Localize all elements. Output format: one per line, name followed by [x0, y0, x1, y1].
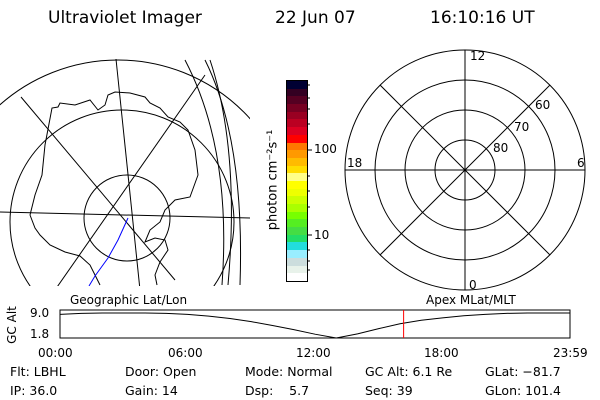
- lat-label-70: 70: [514, 120, 530, 134]
- info-filter: Flt: LBHL: [10, 364, 66, 379]
- mlt-label-12: 12: [470, 49, 486, 63]
- colorbar: [286, 80, 308, 282]
- colorbar-tick-10: 10: [314, 228, 330, 242]
- colorbar-band: [287, 265, 307, 274]
- colorbar-band: [287, 242, 307, 251]
- info-seq: Seq: 39: [365, 383, 413, 398]
- date-label: 22 Jun 07: [275, 8, 356, 28]
- altitude-curve: [59, 312, 570, 339]
- info-glon: GLon: 101.4: [485, 383, 561, 398]
- info-gain: Gain: 14: [125, 383, 178, 398]
- colorbar-tick-100: 100: [314, 142, 337, 156]
- instrument-title: Ultraviolet Imager: [48, 8, 202, 28]
- mlt-label-18: 18: [347, 156, 363, 170]
- colorbar-band: [287, 134, 307, 143]
- xtick-2: 12:00: [296, 346, 331, 360]
- colorbar-band: [287, 173, 307, 181]
- colorbar-band: [287, 96, 307, 105]
- colorbar-band: [287, 196, 307, 204]
- colorbar-band: [287, 81, 307, 89]
- colorbar-band: [287, 188, 307, 197]
- lat-label-80: 80: [493, 141, 509, 155]
- colorbar-band: [287, 273, 307, 281]
- colorbar-band: [287, 180, 307, 189]
- apex-label: Apex MLat/MLT: [426, 293, 516, 307]
- colorbar-band: [287, 211, 307, 220]
- colorbar-band: [287, 88, 307, 97]
- info-dsp: Dsp: 5.7: [245, 383, 310, 398]
- time-label: 16:10:16 UT: [430, 8, 535, 28]
- xtick-0: 00:00: [38, 346, 73, 360]
- colorbar-band: [287, 219, 307, 228]
- info-door: Door: Open: [125, 364, 197, 379]
- xtick-1: 06:00: [168, 346, 203, 360]
- orbit-track: [88, 217, 129, 286]
- colorbar-band: [287, 204, 307, 212]
- info-glat: GLat: −81.7: [485, 364, 561, 379]
- geographic-label: Geographic Lat/Lon: [70, 293, 188, 307]
- colorbar-band: [287, 234, 307, 243]
- mlt-label-0: 0: [469, 278, 477, 292]
- colorbar-band: [287, 111, 307, 120]
- colorbar-band: [287, 119, 307, 128]
- colorbar-band: [287, 157, 307, 166]
- colorbar-band: [287, 127, 307, 135]
- colorbar-band: [287, 227, 307, 235]
- info-mode: Mode: Normal: [245, 364, 333, 379]
- info-gc-alt: GC Alt: 6.1 Re: [365, 364, 453, 379]
- xtick-3: 18:00: [424, 346, 459, 360]
- colorbar-band: [287, 142, 307, 151]
- ytick-max: 9.0: [30, 306, 50, 320]
- colorbar-band: [287, 104, 307, 112]
- colorbar-band: [287, 165, 307, 174]
- info-ip: IP: 36.0: [10, 383, 58, 398]
- colorbar-band: [287, 150, 307, 158]
- colorbar-band: [287, 250, 307, 258]
- lat-label-60: 60: [535, 98, 551, 112]
- xtick-4: 23:59: [553, 346, 588, 360]
- ytick-min: 1.8: [30, 327, 50, 341]
- colorbar-band: [287, 257, 307, 266]
- mlt-label-6: 6: [577, 156, 585, 170]
